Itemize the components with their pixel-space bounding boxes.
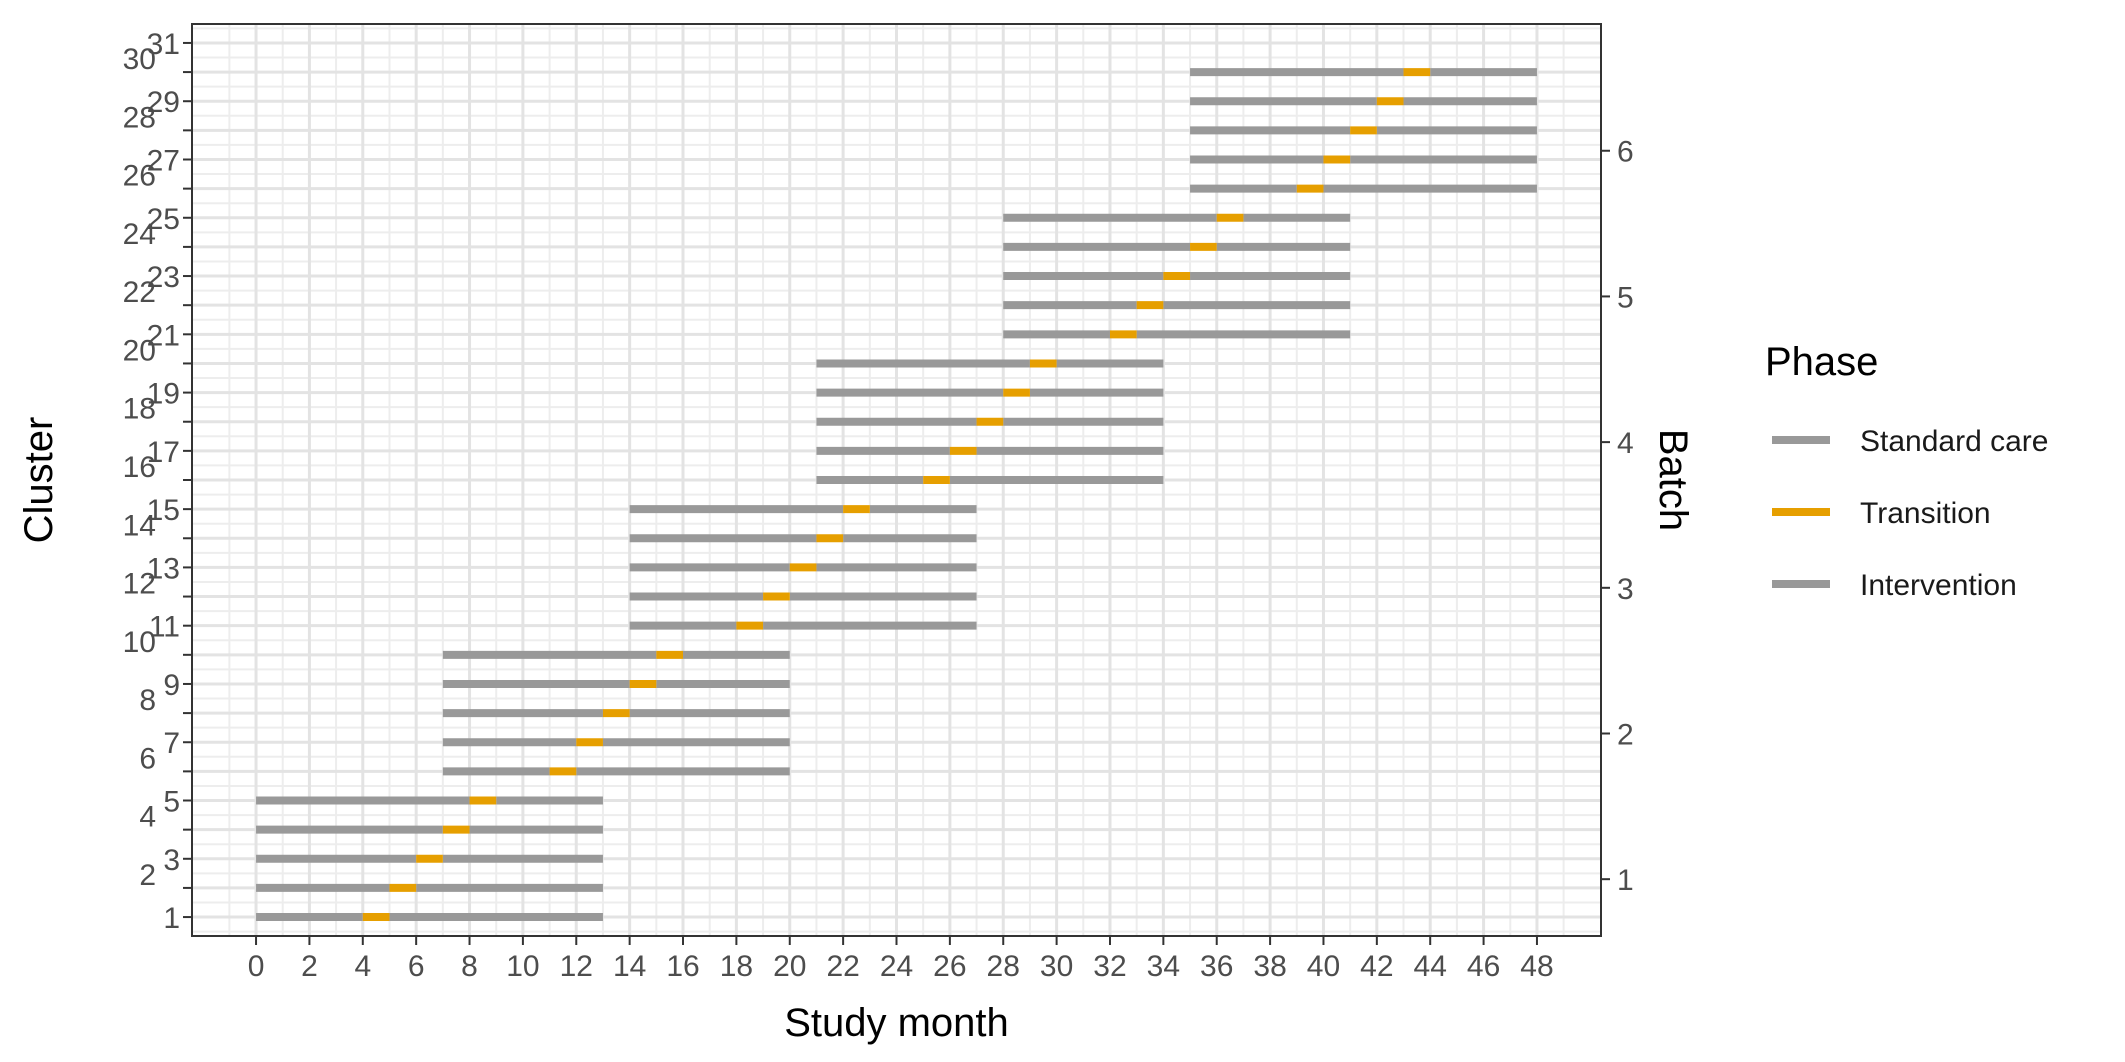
x-tick-label: 26 [933,950,966,983]
y-tick-label: 25 [147,203,180,236]
x-tick-label: 40 [1307,950,1340,983]
y-tick-label: 31 [147,28,180,61]
y-tick-label: 20 [123,334,156,367]
x-tick-label: 46 [1467,950,1500,983]
y-tick-label: 18 [123,393,156,426]
phase-bars [256,68,1537,922]
x-tick-label: 16 [666,950,699,983]
x-tick-label: 10 [506,950,539,983]
y-tick-label: 28 [123,101,156,134]
batch-tick-label: 5 [1617,281,1634,314]
y-tick-label: 6 [139,742,156,775]
x-tick-label: 14 [613,950,646,983]
x-tick-label: 28 [987,950,1020,983]
y-tick-label: 4 [139,801,156,834]
y-tick-label: 10 [123,626,156,659]
y-tick-label: 1 [163,902,180,935]
y-tick-label: 14 [123,509,156,542]
y-tick-label: 7 [163,727,180,760]
x-tick-label: 30 [1040,950,1073,983]
y-tick-label: 15 [147,494,180,527]
x-tick-label: 4 [354,950,371,983]
x-tick-label: 8 [461,950,478,983]
y-tick-label: 3 [163,844,180,877]
y-tick-label: 8 [139,684,156,717]
batch-tick-label: 3 [1617,573,1634,606]
legend-label-standard-care: Standard care [1860,425,2048,458]
y-tick-label: 26 [123,160,156,193]
batch-tick-label: 6 [1617,136,1634,169]
x-tick-label: 0 [248,950,265,983]
y-tick-label: 2 [139,859,156,892]
legend-label-transition: Transition [1860,497,1991,530]
y-tick-label: 17 [147,436,180,469]
x-tick-label: 2 [301,950,318,983]
secondary-y-axis-title: Batch [1651,429,1695,531]
x-tick-label: 42 [1360,950,1393,983]
x-tick-label: 32 [1093,950,1126,983]
x-tick-label: 36 [1200,950,1233,983]
batch-tick-label: 1 [1617,864,1634,897]
y-tick-label: 12 [123,568,156,601]
y-tick-label: 21 [147,319,180,352]
y-tick-label: 13 [147,552,180,585]
y-tick-label: 30 [123,43,156,76]
x-tick-label: 38 [1253,950,1286,983]
y-tick-label: 16 [123,451,156,484]
x-tick-label: 44 [1414,950,1447,983]
x-tick-label: 18 [720,950,753,983]
x-tick-label: 22 [826,950,859,983]
y-tick-label: 9 [163,669,180,702]
y-tick-label: 5 [163,786,180,819]
x-axis-title: Study month [784,1001,1009,1045]
x-tick-label: 34 [1147,950,1180,983]
x-tick-label: 12 [560,950,593,983]
x-tick-label: 48 [1520,950,1553,983]
y-tick-label: 27 [147,144,180,177]
legend: Phase Standard care Transition Interventio… [1765,340,2048,602]
y-tick-label: 29 [147,86,180,119]
x-tick-label: 24 [880,950,913,983]
batch-tick-label: 2 [1617,718,1634,751]
y-tick-label: 19 [147,378,180,411]
y-tick-label: 11 [149,611,180,644]
y-tick-label: 22 [123,276,156,309]
x-tick-label: 20 [773,950,806,983]
x-tick-label: 6 [408,950,425,983]
y-tick-label: 23 [147,261,180,294]
batch-tick-label: 4 [1617,427,1634,460]
legend-label-intervention: Intervention [1860,569,2017,602]
y-tick-label: 24 [123,218,156,251]
y-axis-title: Cluster [17,417,61,544]
axes: 0 2 4 6 8 10 12 14 16 18 20 22 24 26 28 30 32 34 36 38 40 42 4… [123,28,1634,983]
legend-title: Phase [1765,340,1878,384]
